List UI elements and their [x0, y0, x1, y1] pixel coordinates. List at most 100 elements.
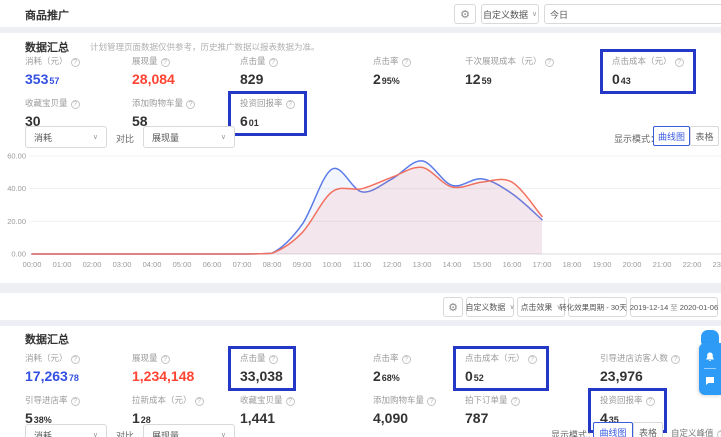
help-icon[interactable]: ? — [268, 355, 278, 364]
help-icon[interactable]: ? — [645, 397, 655, 406]
metric-orders-2: 拍下订单量? 787 — [453, 388, 532, 433]
date-picker[interactable]: 今日 — [544, 4, 721, 24]
mode-line-chart-button-2[interactable]: 曲线图 — [593, 422, 633, 437]
section-subtitle: 计划管理页面数据仅供参考，历史推广数据以报表数据为准。 — [90, 42, 320, 52]
svg-text:18:00: 18:00 — [563, 260, 582, 269]
chart-compare-select-2[interactable]: 展现量 ∨ — [143, 424, 235, 437]
help-icon[interactable]: ? — [268, 58, 278, 67]
svg-text:11:00: 11:00 — [353, 260, 371, 269]
help-icon[interactable]: ? — [427, 397, 437, 406]
date-range-picker[interactable]: 2019-12-14 至 2020-01-06 — [630, 297, 718, 317]
panel2-body: 数据汇总 — [0, 326, 721, 437]
gear-icon: ⚙ — [460, 8, 470, 21]
metric-value: 128 — [132, 410, 151, 426]
divider — [704, 368, 716, 370]
custom-data-dropdown-2[interactable]: 自定义数据 ∨ — [465, 297, 515, 317]
svg-text:22:00: 22:00 — [683, 260, 702, 269]
mode-table-button[interactable]: 表格 — [690, 126, 719, 146]
chevron-down-icon: ∨ — [531, 11, 538, 18]
chevron-down-icon: ∨ — [92, 432, 98, 437]
metric-cpc-highlighted-2: 点击成本（元）? 052 — [453, 346, 549, 391]
section-title: 数据汇总 — [25, 42, 69, 54]
date-separator: 至 — [670, 302, 678, 312]
page-title: 商品推广 — [25, 10, 69, 22]
date-start: 2019-12-14 — [629, 302, 669, 312]
help-icon[interactable]: ? — [544, 58, 554, 67]
help-icon[interactable]: ? — [70, 397, 80, 406]
metric-value: 1259 — [465, 71, 492, 87]
metric-value: 23,976 — [600, 368, 643, 384]
help-icon[interactable]: ? — [674, 58, 684, 67]
metric-value: 052 — [465, 368, 484, 384]
metric-value: 829 — [240, 71, 264, 87]
help-icon[interactable]: ? — [285, 100, 295, 109]
svg-text:23:00: 23:00 — [713, 260, 721, 269]
metric-value: 1,441 — [240, 410, 276, 426]
chat-icon[interactable] — [704, 375, 716, 387]
svg-text:15:00: 15:00 — [473, 260, 492, 269]
svg-text:19:00: 19:00 — [593, 260, 612, 269]
mode-line-chart-button[interactable]: 曲线图 — [653, 126, 690, 146]
metric-favorites: 收藏宝贝量? 30 — [13, 91, 92, 136]
help-icon[interactable]: ? — [70, 355, 80, 364]
metric-add-to-cart: 添加购物车量? 58 — [120, 91, 207, 136]
chart-compare-select[interactable]: 展现量 ∨ — [143, 126, 235, 148]
help-icon[interactable]: ? — [671, 355, 681, 364]
settings-button[interactable]: ⚙ — [454, 4, 476, 24]
svg-text:13:00: 13:00 — [413, 260, 432, 269]
bell-icon[interactable] — [704, 351, 716, 363]
metric-store-visitors-2: 引导进店访客人数? 23,976 — [588, 346, 692, 391]
help-icon[interactable]: ? — [510, 397, 520, 406]
help-icon[interactable]: ? — [194, 397, 204, 406]
help-icon[interactable]: ? — [160, 355, 170, 364]
help-icon[interactable]: ? — [401, 355, 411, 364]
help-icon[interactable]: ? — [70, 100, 80, 109]
svg-text:20.00: 20.00 — [7, 217, 26, 226]
svg-text:08:00: 08:00 — [263, 260, 282, 269]
metric-value: 30 — [25, 113, 41, 129]
chart-metric-select[interactable]: 消耗 ∨ — [25, 126, 107, 148]
metric-value: 35357 — [25, 71, 60, 87]
date-value: 今日 — [550, 9, 569, 20]
metric-value: 601 — [240, 113, 259, 129]
custom-data-label: 自定义数据 — [482, 9, 528, 20]
svg-text:01:00: 01:00 — [53, 260, 72, 269]
side-toolbar — [699, 343, 721, 395]
settings-button-2[interactable]: ⚙ — [443, 297, 463, 317]
svg-text:00:00: 00:00 — [23, 260, 42, 269]
help-icon: ? — [716, 430, 721, 437]
vs-label-2: 对比 — [116, 431, 135, 437]
gear-icon: ⚙ — [448, 301, 458, 314]
custom-peak-link-2[interactable]: 自定义峰值? — [671, 427, 721, 437]
svg-text:12:00: 12:00 — [383, 260, 402, 269]
metric-impressions-2: 展现量? 1,234,148 — [132, 353, 195, 384]
metric-ctr-2: 点击率? 268% — [361, 346, 423, 391]
click-effect-dropdown[interactable]: 点击效果 ∨ — [517, 297, 565, 317]
assistant-bubble[interactable] — [701, 330, 719, 344]
help-icon[interactable]: ? — [527, 355, 537, 364]
traffic-line-chart: 0.00 20.00 40.00 60.00 00:00 01:00 02:00 03:00 0… — [0, 148, 721, 280]
svg-text:10:00: 10:00 — [323, 260, 342, 269]
metric-roi-highlighted: 投资回报率? 601 — [228, 91, 307, 136]
svg-text:14:00: 14:00 — [443, 260, 462, 269]
metric-favorites-2: 收藏宝贝量? 1,441 — [228, 388, 307, 433]
chart-metric-select-2[interactable]: 消耗 ∨ — [25, 424, 107, 437]
chart-canvas: 0.00 20.00 40.00 60.00 00:00 01:00 02:00 03:00 0… — [7, 152, 721, 269]
help-icon[interactable]: ? — [401, 58, 411, 67]
help-icon[interactable]: ? — [186, 100, 196, 109]
custom-data-dropdown[interactable]: 自定义数据 ∨ — [481, 4, 539, 24]
help-icon[interactable]: ? — [285, 397, 295, 406]
metric-value: 1,234,148 — [132, 368, 195, 384]
svg-text:40.00: 40.00 — [7, 184, 26, 193]
chevron-down-icon: ∨ — [92, 134, 98, 141]
mode-table-button-2[interactable]: 表格 — [633, 422, 663, 437]
metric-cpm: 千次展现成本（元）? 1259 — [453, 49, 566, 94]
help-icon[interactable]: ? — [160, 58, 170, 67]
metric-value: 33,038 — [240, 368, 283, 384]
metric-value: 17,26378 — [25, 368, 79, 384]
svg-text:20:00: 20:00 — [623, 260, 642, 269]
conversion-cycle-dropdown[interactable]: 转化效果周期 - 30天∨ — [559, 297, 636, 317]
help-icon[interactable]: ? — [70, 58, 80, 67]
svg-text:16:00: 16:00 — [503, 260, 522, 269]
panel1-header: 商品推广 ⚙ 自定义数据 ∨ 今日 — [0, 0, 721, 27]
